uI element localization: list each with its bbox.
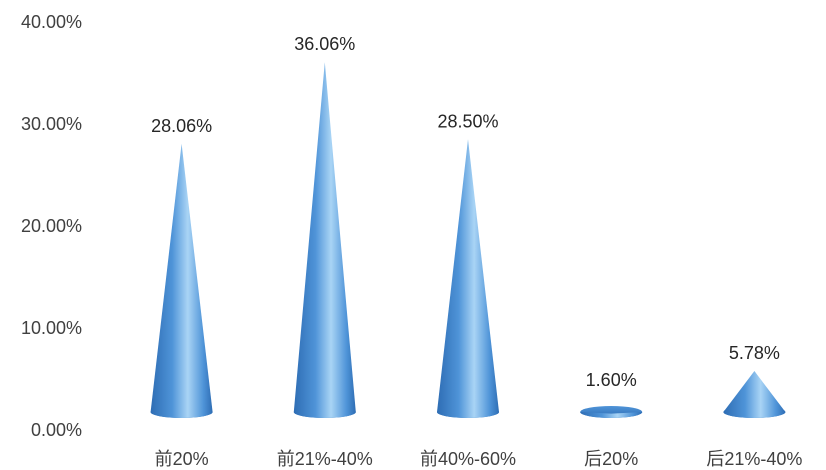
data-label: 5.78% (729, 343, 780, 363)
x-tick-label: 后20% (584, 449, 638, 469)
data-labels: 28.06% 36.06% 28.50% 1.60% 5.78% (151, 34, 780, 390)
bar (723, 371, 786, 419)
data-label: 1.60% (586, 370, 637, 390)
x-tick-label: 前40%-60% (420, 449, 516, 469)
data-label: 36.06% (294, 34, 355, 54)
bar (437, 139, 499, 418)
x-tick-label: 后21%-40% (706, 449, 802, 469)
data-label: 28.50% (437, 111, 498, 131)
cone-body (580, 412, 643, 419)
y-axis: 0.00% 10.00% 20.00% 30.00% 40.00% (21, 12, 82, 440)
y-tick-label: 30.00% (21, 114, 82, 134)
bar (150, 143, 213, 419)
cone-body (150, 143, 213, 419)
x-axis: 前20% 前21%-40% 前40%-60% 后20% 后21%-40% (155, 449, 803, 469)
x-tick-label: 前21%-40% (277, 449, 373, 469)
y-tick-label: 0.00% (31, 420, 82, 440)
bar (580, 406, 643, 419)
y-tick-label: 10.00% (21, 318, 82, 338)
x-tick-label: 前20% (155, 449, 209, 469)
bars (150, 62, 786, 419)
bar (293, 62, 356, 419)
y-tick-label: 40.00% (21, 12, 82, 32)
data-label: 28.06% (151, 116, 212, 136)
y-tick-label: 20.00% (21, 216, 82, 236)
cone-body (437, 139, 499, 418)
cone-body (723, 371, 786, 419)
cone-body (293, 62, 356, 419)
